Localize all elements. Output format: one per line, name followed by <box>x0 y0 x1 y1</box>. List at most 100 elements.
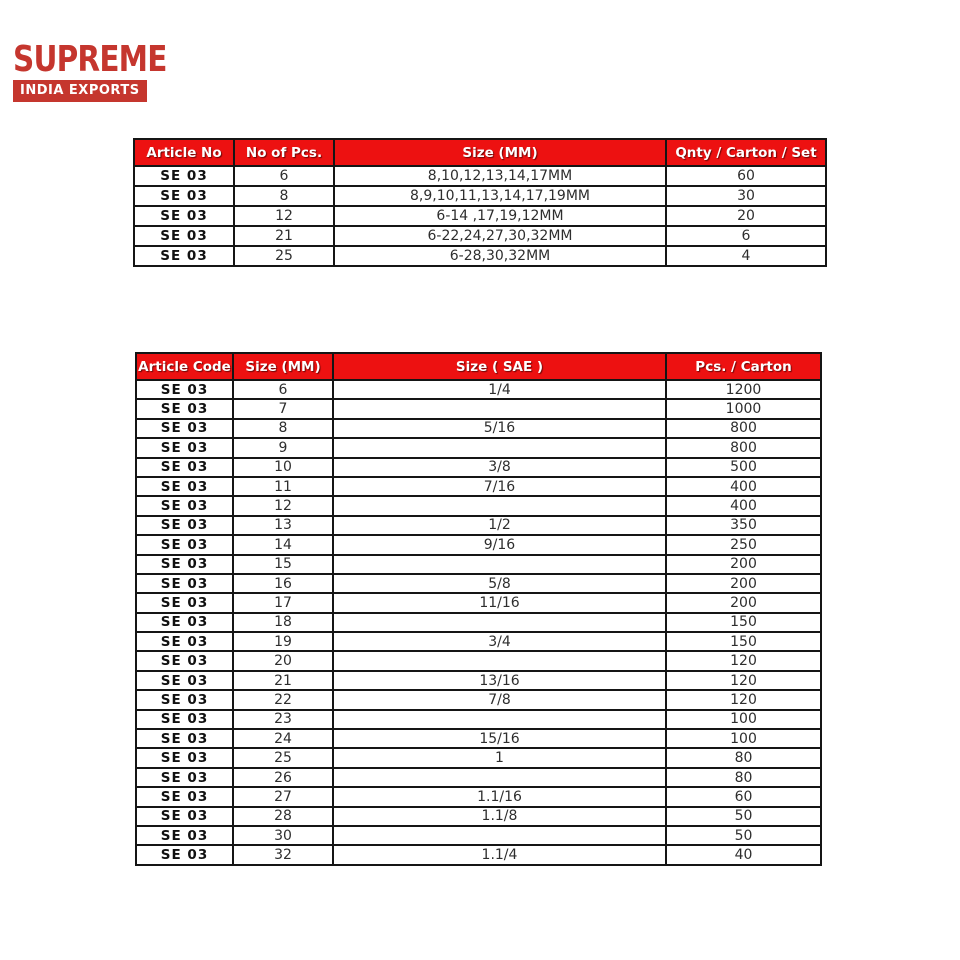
table-cell: 5/8 <box>332 572 667 595</box>
article-code-cell: SE 03 <box>133 185 235 207</box>
article-code-cell: SE 03 <box>135 844 234 866</box>
column-header: Qnty / Carton / Set <box>665 138 827 167</box>
article-code-cell: SE 03 <box>133 165 235 187</box>
table-row: SE 03 10 3/8 500 <box>135 456 822 478</box>
article-code-cell: SE 03 <box>135 592 234 614</box>
table-cell: 50 <box>665 824 822 847</box>
article-code-cell: SE 03 <box>135 398 234 420</box>
table-cell: 60 <box>665 165 827 187</box>
article-code-cell: SE 03 <box>135 417 234 440</box>
table-row: SE 03 32 1.1/4 40 <box>135 844 822 866</box>
table-cell <box>332 708 667 731</box>
table-row: SE 03 21 6-22,24,27,30,32MM 6 <box>133 225 827 247</box>
table-cell: 200 <box>665 592 822 614</box>
table-row: SE 03 8 8,9,10,11,13,14,17,19MM 30 <box>133 185 827 207</box>
table-cell: 60 <box>665 786 822 808</box>
table-cell: 21 <box>233 225 335 247</box>
table-cell: 17 <box>232 592 334 614</box>
table-row: SE 03 13 1/2 350 <box>135 514 822 537</box>
article-code-cell: SE 03 <box>135 534 234 556</box>
table-cell: 8 <box>232 417 334 440</box>
table-row: SE 03 6 8,10,12,13,14,17MM 60 <box>133 165 827 187</box>
table-cell: 22 <box>232 689 334 711</box>
table-cell: 1200 <box>665 378 822 401</box>
table-cell: 4 <box>665 245 827 267</box>
table-row: SE 03 18 150 <box>135 611 822 634</box>
table-cell: 7 <box>232 398 334 420</box>
article-code-cell: SE 03 <box>135 650 234 672</box>
table-cell: 120 <box>665 689 822 711</box>
table-cell: 13/16 <box>332 669 667 692</box>
table-cell <box>332 495 667 517</box>
table-row: SE 03 26 80 <box>135 766 822 789</box>
table-cell <box>332 437 667 459</box>
brand-tagline-banner: INDIA EXPORTS <box>13 80 147 102</box>
column-header: No of Pcs. <box>233 138 335 167</box>
table-cell: 14 <box>232 534 334 556</box>
table-row: SE 03 11 7/16 400 <box>135 475 822 498</box>
brand-logo: SUPREME INDIA EXPORTS <box>13 42 200 102</box>
table-cell: 100 <box>665 708 822 731</box>
table-cell: 7/16 <box>332 475 667 498</box>
table-row: SE 03 12 6-14 ,17,19,12MM 20 <box>133 205 827 227</box>
article-code-cell: SE 03 <box>133 225 235 247</box>
table-cell: 1.1/16 <box>332 786 667 808</box>
table-row: SE 03 9 800 <box>135 437 822 459</box>
table-cell: 11 <box>232 475 334 498</box>
table-cell: 200 <box>665 572 822 595</box>
table-cell: 27 <box>232 786 334 808</box>
table-cell: 1/4 <box>332 378 667 401</box>
socket-set-table: Article No No of Pcs. Size (MM) Qnty / Cart… <box>133 138 827 267</box>
table-cell: 19 <box>232 631 334 653</box>
table-cell: 12 <box>232 495 334 517</box>
article-code-cell: SE 03 <box>135 747 234 769</box>
article-code-cell: SE 03 <box>135 805 234 828</box>
article-code-cell: SE 03 <box>135 708 234 731</box>
table-cell: 8,9,10,11,13,14,17,19MM <box>333 185 667 207</box>
table-cell: 3/4 <box>332 631 667 653</box>
table-cell: 800 <box>665 417 822 440</box>
table-cell: 120 <box>665 669 822 692</box>
table-row: SE 03 30 50 <box>135 824 822 847</box>
column-header: Article No <box>133 138 235 167</box>
article-code-cell: SE 03 <box>135 378 234 401</box>
article-code-cell: SE 03 <box>135 495 234 517</box>
article-code-cell: SE 03 <box>135 669 234 692</box>
column-header: Size ( SAE ) <box>332 352 667 381</box>
table-row: SE 03 21 13/16 120 <box>135 669 822 692</box>
article-code-cell: SE 03 <box>135 514 234 537</box>
table-cell: 16 <box>232 572 334 595</box>
table-cell: 6-28,30,32MM <box>333 245 667 267</box>
table-cell: 400 <box>665 495 822 517</box>
table-cell: 6-14 ,17,19,12MM <box>333 205 667 227</box>
table-cell <box>332 611 667 634</box>
table-row: SE 03 28 1.1/8 50 <box>135 805 822 828</box>
table-cell: 5/16 <box>332 417 667 440</box>
article-code-cell: SE 03 <box>135 437 234 459</box>
table-cell: 250 <box>665 534 822 556</box>
article-code-cell: SE 03 <box>135 766 234 789</box>
table-cell: 26 <box>232 766 334 789</box>
table-row: SE 03 12 400 <box>135 495 822 517</box>
table-row: SE 03 24 15/16 100 <box>135 728 822 750</box>
table-row: SE 03 16 5/8 200 <box>135 572 822 595</box>
socket-size-table-header: Article Code Size (MM) Size ( SAE ) Pcs. / … <box>135 352 822 381</box>
article-code-cell: SE 03 <box>135 611 234 634</box>
table-row: SE 03 6 1/4 1200 <box>135 378 822 401</box>
table-cell: 8,10,12,13,14,17MM <box>333 165 667 187</box>
table-cell: 80 <box>665 747 822 769</box>
article-code-cell: SE 03 <box>135 572 234 595</box>
article-code-cell: SE 03 <box>135 631 234 653</box>
table-cell <box>332 398 667 420</box>
table-cell: 400 <box>665 475 822 498</box>
table-cell: 20 <box>232 650 334 672</box>
table-cell: 3/8 <box>332 456 667 478</box>
table-cell: 120 <box>665 650 822 672</box>
column-header: Article Code <box>135 352 234 381</box>
table-row: SE 03 25 1 80 <box>135 747 822 769</box>
table-cell: 7/8 <box>332 689 667 711</box>
table-cell: 1.1/4 <box>332 844 667 866</box>
table-cell: 6 <box>232 378 334 401</box>
table-cell <box>332 650 667 672</box>
